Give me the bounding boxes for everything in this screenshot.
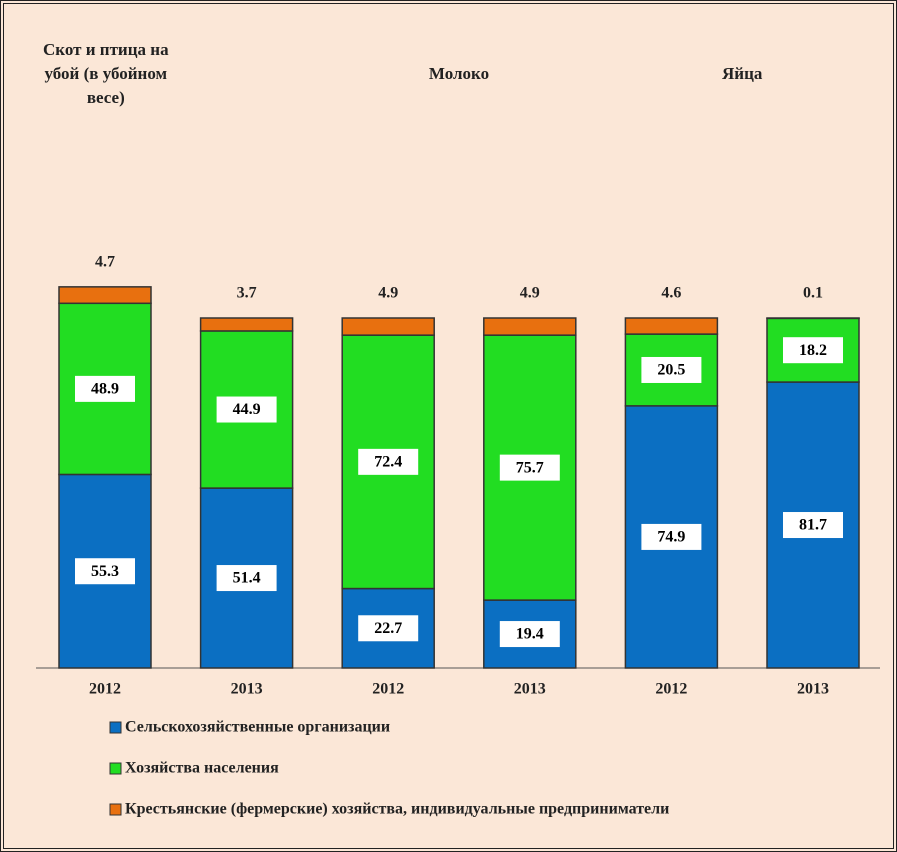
bar-segment xyxy=(201,318,293,331)
value-label: 4.7 xyxy=(95,254,115,271)
value-label: 3.7 xyxy=(237,285,257,302)
value-label: 18.2 xyxy=(799,342,827,359)
x-tick-label: 2012 xyxy=(372,681,404,698)
x-tick-label: 2012 xyxy=(655,681,687,698)
legend-label: Крестьянские (фермерские) хозяйства, инд… xyxy=(125,801,669,818)
value-label: 75.7 xyxy=(516,459,544,476)
value-label: 72.4 xyxy=(374,454,402,471)
value-label: 20.5 xyxy=(657,362,685,379)
legend-label: Хозяйства населения xyxy=(125,760,279,777)
bar-segment xyxy=(625,318,717,334)
value-label: 44.9 xyxy=(233,401,261,418)
group-title: Молоко xyxy=(364,62,554,86)
value-label: 4.6 xyxy=(661,285,681,302)
value-label: 51.4 xyxy=(233,570,261,587)
value-label: 81.7 xyxy=(799,517,827,534)
group-title: Яйца xyxy=(647,62,837,86)
bar-segment xyxy=(484,318,576,335)
legend-swatch xyxy=(110,722,121,733)
legend-swatch xyxy=(110,804,121,815)
value-label: 22.7 xyxy=(374,620,402,637)
value-label: 48.9 xyxy=(91,381,119,398)
value-label: 4.9 xyxy=(520,285,540,302)
value-label: 74.9 xyxy=(657,529,685,546)
chart: 55.3 48.9 4.7 2012 51.4 44.9 3.7 2013 22.7 72.4 4.… xyxy=(0,0,897,852)
x-tick-label: 2012 xyxy=(89,681,121,698)
legend-label: Сельскохозяйственные организации xyxy=(125,719,390,736)
x-tick-label: 2013 xyxy=(231,681,263,698)
group-title: Скот и птица на убой (в убойном весе) xyxy=(31,38,181,110)
bar-segment xyxy=(342,318,434,335)
value-label: 0.1 xyxy=(803,285,823,302)
value-label: 55.3 xyxy=(91,563,119,580)
value-label: 19.4 xyxy=(516,626,544,643)
x-tick-label: 2013 xyxy=(797,681,829,698)
bar-segment xyxy=(59,287,151,303)
x-tick-label: 2013 xyxy=(514,681,546,698)
legend-swatch xyxy=(110,763,121,774)
chart-svg: 55.3 48.9 4.7 2012 51.4 44.9 3.7 2013 22.7 72.4 4.… xyxy=(4,4,893,848)
value-label: 4.9 xyxy=(378,285,398,302)
